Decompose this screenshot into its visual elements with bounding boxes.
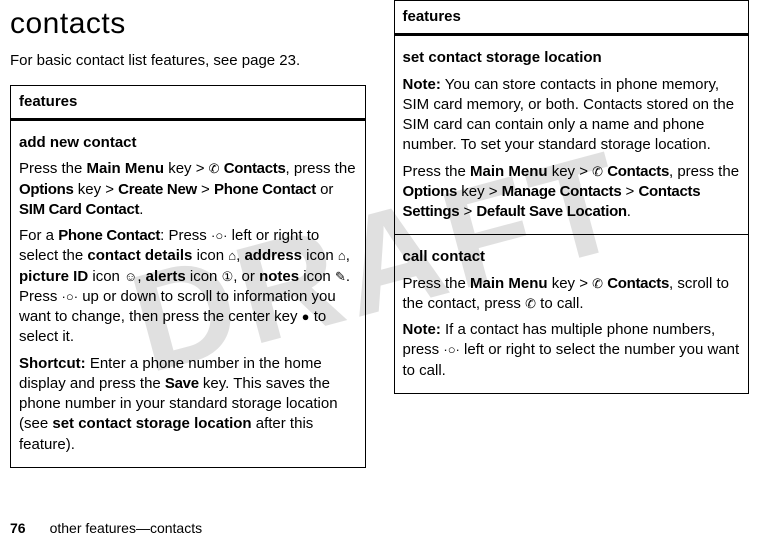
intro-text: For basic contact list features, see pag… [10, 51, 366, 71]
text: , or [233, 268, 259, 285]
contact-details-label: contact details [87, 247, 192, 264]
text: key > [74, 181, 119, 198]
text: key > [457, 183, 502, 200]
right-feature-table: features set contact storage location No… [394, 0, 750, 394]
text: Press the [403, 163, 471, 180]
default-save-location-label: Default Save Location [476, 203, 626, 220]
alerts-label: alerts [146, 268, 186, 285]
text: icon [299, 268, 335, 285]
text: Press the [19, 160, 87, 177]
table-header: features [394, 1, 749, 35]
create-new-label: Create New [118, 181, 197, 198]
note-label: Note: [403, 321, 441, 338]
text: , press the [286, 160, 356, 177]
text: or [316, 181, 334, 198]
options-label: Options [19, 181, 74, 198]
text: : Press [160, 227, 211, 244]
text: to call. [536, 295, 584, 312]
contacts-icon: ✆ [209, 160, 220, 178]
table-cell-call-contact: call contact Press the Main Menu key > ✆… [394, 235, 749, 394]
nav-key-icon: ·○· [211, 227, 228, 245]
options-label: Options [403, 183, 458, 200]
footer-text: other features—contacts [50, 520, 203, 536]
storage-location-link: set contact storage location [52, 415, 251, 432]
save-label: Save [165, 375, 199, 392]
table-cell-storage-location: set contact storage location Note: You c… [394, 35, 749, 235]
text: icon [88, 268, 124, 285]
note-label: Note: [403, 76, 441, 93]
text: . [139, 201, 143, 218]
contacts-icon: ✆ [592, 163, 603, 181]
contacts-label: Contacts [224, 160, 286, 177]
main-menu-label: Main Menu [470, 163, 548, 180]
text: > [621, 183, 638, 200]
main-menu-label: Main Menu [87, 160, 165, 177]
main-menu-label: Main Menu [470, 275, 548, 292]
text: key > [548, 275, 593, 292]
table-header: features [11, 85, 366, 119]
table-cell-add-contact: add new contact Press the Main Menu key … [11, 120, 366, 468]
picture-icon: ☺ [124, 268, 137, 286]
left-feature-table: features add new contact Press the Main … [10, 85, 366, 468]
text: icon [302, 247, 338, 264]
text: . [627, 203, 631, 220]
notes-label: notes [259, 268, 299, 285]
cell-heading: call contact [403, 248, 486, 265]
text: key > [548, 163, 593, 180]
text: key > [164, 160, 209, 177]
text: > [197, 181, 214, 198]
nav-key-icon: ·○· [443, 341, 460, 359]
shortcut-label: Shortcut: [19, 355, 86, 372]
details-icon: ⌂ [228, 247, 236, 265]
right-column: features set contact storage location No… [394, 0, 750, 468]
picture-id-label: picture ID [19, 268, 88, 285]
text: Press the [403, 275, 471, 292]
text: > [459, 203, 476, 220]
text: , [346, 247, 350, 264]
contacts-icon: ✆ [592, 275, 603, 293]
manage-contacts-label: Manage Contacts [502, 183, 622, 200]
center-key-icon: ● [302, 308, 310, 326]
notes-icon: ✎ [335, 268, 346, 286]
text: , press the [669, 163, 739, 180]
text: For a [19, 227, 58, 244]
text: You can store contacts in phone memory, … [403, 76, 735, 154]
send-key-icon: ✆ [525, 295, 536, 313]
page-number: 76 [10, 520, 26, 536]
left-column: contacts For basic contact list features… [10, 0, 366, 468]
address-label: address [244, 247, 302, 264]
text: , [137, 268, 145, 285]
page-title: contacts [10, 4, 366, 45]
phone-contact-label: Phone Contact [214, 181, 316, 198]
text: icon [186, 268, 222, 285]
address-icon: ⌂ [338, 247, 346, 265]
cell-heading: set contact storage location [403, 49, 602, 66]
contacts-label: Contacts [607, 275, 669, 292]
page-footer: 76 other features—contacts [10, 519, 202, 538]
cell-heading: add new contact [19, 134, 137, 151]
text: icon [192, 247, 228, 264]
alerts-icon: ① [222, 268, 234, 286]
nav-key-icon: ·○· [62, 288, 79, 306]
contacts-label: Contacts [607, 163, 669, 180]
phone-contact-label: Phone Contact [58, 227, 160, 244]
sim-contact-label: SIM Card Contact [19, 201, 139, 218]
